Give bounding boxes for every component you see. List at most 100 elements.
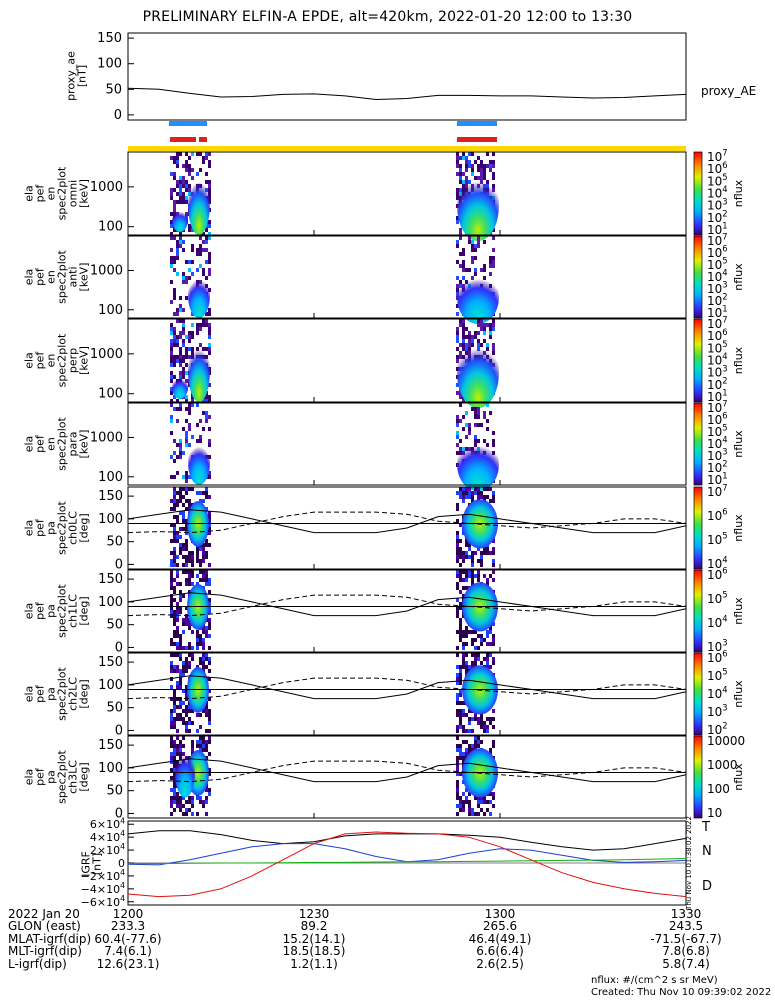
pa-ch3LC-ytick-label: 150 — [98, 738, 123, 753]
science-zone-bar-blue-2 — [457, 121, 497, 126]
pa-ch3LC-colorbar — [693, 735, 703, 819]
panel-spec-para — [170, 403, 499, 492]
igrf-label-N: N — [702, 844, 712, 859]
pa-ch3LC-ylabel-0: ela — [23, 769, 36, 786]
pa-ch3LC-colorbar-label: nflux — [732, 763, 745, 791]
xaxis-row-value: 7.8(6.8) — [662, 944, 710, 958]
pa-ch1LC-colorbar-tick: 104 — [707, 614, 728, 630]
pa-ch1LC-colorbar-tick: 106 — [707, 566, 728, 582]
pa-ch1LC-ytick-label: 150 — [98, 572, 123, 587]
pa-ch2LC-ylabel-5: [deg] — [78, 679, 91, 708]
pa-ch1LC-colorbar — [693, 569, 703, 653]
igrf-label-T: T — [701, 820, 710, 835]
panel-pa-ch2LC — [127, 653, 687, 733]
pa-ch2LC-losscone-line — [127, 675, 687, 700]
spec-para-ylabel-0: ela — [23, 436, 36, 453]
pa-ch1LC-ylabel-2: pa — [45, 604, 58, 618]
pa-ch1LC-ytick-label: 50 — [106, 618, 123, 633]
spec-omni-ylabel-3: spec2plot — [56, 166, 69, 220]
igrf-series-0 — [127, 830, 687, 851]
pa-ch1LC-antilosscone-line — [127, 594, 687, 617]
spec-omni-blob-3 — [172, 208, 188, 232]
spec-perp-ylabel-5: [keV] — [78, 346, 91, 375]
science-zone-bar-red-2 — [199, 137, 207, 142]
spec-anti-colorbar — [693, 235, 703, 319]
igrf-ytick-label: −2×104 — [81, 868, 125, 883]
pa-ch1LC-colorbar-tick: 105 — [707, 590, 728, 606]
pa-ch0LC-colorbar-tick: 105 — [707, 531, 728, 547]
pa-ch2LC-colorbar-label: nflux — [732, 680, 745, 708]
spec-para-frame — [127, 402, 687, 486]
pa-ch3LC-ylabel-1: pef — [34, 767, 47, 786]
spec-perp-ytick-label: 1000 — [90, 347, 123, 362]
pa-ch3LC-ytick-label: 0 — [115, 806, 123, 821]
spec-anti-ytick-label: 100 — [98, 303, 123, 318]
pa-ch1LC-ytick-label: 100 — [98, 595, 123, 610]
pa-ch2LC-ytick-label: 50 — [106, 701, 123, 716]
units-note: nflux: #/(cm^2 s sr MeV) — [591, 975, 718, 986]
spec-para-blob-1 — [188, 439, 210, 486]
igrf-ytick-label: −4×104 — [81, 881, 125, 896]
spec-para-colorbar-label: nflux — [732, 430, 745, 458]
xaxis-tick-label: 1300 — [484, 907, 516, 921]
xaxis-tick-label: 1330 — [670, 907, 702, 921]
spec-para-ylabel-4: para — [67, 432, 80, 457]
pa-ch2LC-ytick-label: 100 — [98, 678, 123, 693]
spec-omni-ylabel-4: omni — [67, 180, 80, 207]
pa-ch0LC-ylabel-3: spec2plot — [56, 501, 69, 555]
pa-ch2LC-frame — [127, 652, 687, 736]
spec-perp-ylabel-1: pef — [34, 351, 47, 370]
pa-ch2LC-colorbar-tick: 105 — [707, 667, 728, 683]
igrf-ylabel-1: [nT] — [91, 853, 104, 875]
xaxis-row-label: MLAT-igrf(dip) — [8, 932, 92, 946]
pa-ch1LC-ylabel-4: ch1LC — [67, 594, 80, 628]
science-zone-bar-red-1 — [170, 137, 196, 142]
spec-anti-ylabel-4: anti — [67, 266, 80, 287]
spec-perp-frame — [127, 318, 687, 403]
science-zone-bar-blue-1 — [169, 121, 207, 126]
xaxis-row-value: 1.2(1.1) — [290, 957, 338, 971]
spec-anti-ylabel-1: pef — [34, 267, 47, 286]
proxy-ae-ylabel-0: proxy_ae — [65, 51, 78, 101]
pa-ch0LC-ylabel-5: [deg] — [78, 513, 91, 542]
proxy-ae-legend: proxy_AE — [701, 84, 756, 98]
xaxis-row-label: GLON (east) — [8, 919, 81, 933]
xaxis-tick-label: 1230 — [298, 907, 330, 921]
spec-perp-blob-1 — [188, 339, 210, 402]
spec-perp-blob-2 — [457, 337, 499, 408]
spec-omni-ylabel-1: pef — [34, 184, 47, 203]
pa-ch3LC-ylabel-2: pa — [45, 770, 58, 784]
pa-ch1LC-colorbar-label: nflux — [732, 597, 745, 625]
spec-omni-colorbar-label: nflux — [732, 179, 745, 207]
panel-pa-ch0LC — [127, 487, 687, 567]
pa-ch3LC-antilosscone-line — [127, 760, 687, 783]
igrf-ytick-label: 0 — [118, 857, 125, 870]
panel-pa-ch3LC — [127, 736, 687, 816]
xaxis-row-label: MLT-igrf(dip) — [8, 944, 82, 958]
proxy-ae-line — [127, 87, 687, 101]
spec-anti-ylabel-3: spec2plot — [56, 250, 69, 304]
igrf-ytick-label: 4×104 — [90, 829, 125, 844]
science-zone-bar-red-3 — [457, 137, 497, 142]
proxy-ae-ylabel-1: [nT] — [76, 65, 89, 87]
spec-omni-frame — [127, 151, 687, 236]
pa-ch0LC-ytick-label: 150 — [98, 489, 123, 504]
pa-ch3LC-ytick-label: 100 — [98, 761, 123, 776]
pa-ch3LC-losscone-line — [127, 758, 687, 783]
spec-perp-ylabel-0: ela — [23, 352, 36, 369]
spec-para-colorbar — [693, 402, 703, 486]
xaxis-row-value: 46.4(49.1) — [468, 932, 532, 946]
spec-anti-ylabel-5: [keV] — [78, 263, 91, 292]
spec-anti-colorbar-label: nflux — [732, 263, 745, 291]
page-title: PRELIMINARY ELFIN-A EPDE, alt=420km, 202… — [142, 9, 633, 25]
spec-anti-ytick-label: 1000 — [90, 263, 123, 278]
spec-anti-ylabel-2: en — [45, 270, 58, 284]
spec-omni-blob-2 — [457, 170, 499, 241]
pa-ch0LC-ytick-label: 100 — [98, 512, 123, 527]
proxy-ae-ytick-label: 0 — [114, 108, 122, 123]
pa-ch3LC-colorbar-tick: 100 — [707, 782, 730, 796]
pa-ch2LC-ytick-label: 0 — [115, 723, 123, 738]
pa-ch2LC-ylabel-2: pa — [45, 687, 58, 701]
xaxis-row-label: L-igrf(dip) — [8, 957, 67, 971]
xaxis-row-value: 265.6 — [482, 919, 518, 933]
